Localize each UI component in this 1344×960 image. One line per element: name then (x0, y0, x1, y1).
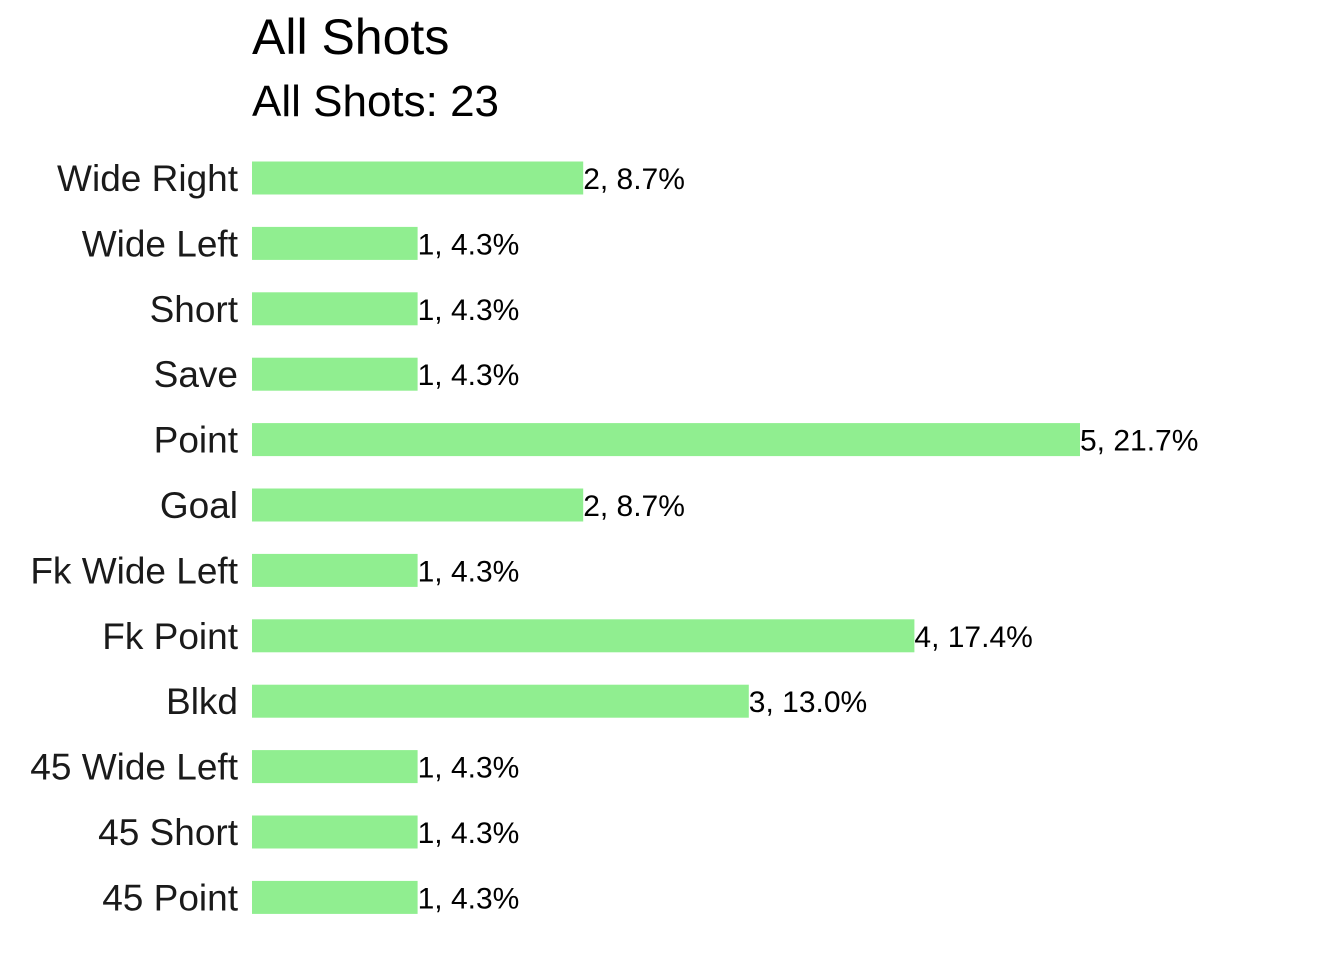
data-label: 1, 4.3% (418, 359, 520, 392)
category-label: 45 Short (98, 812, 239, 853)
bar (252, 684, 749, 718)
category-label: Wide Left (82, 223, 239, 264)
bar (252, 619, 915, 653)
chart-title: All Shots (252, 9, 449, 65)
category-label: 45 Wide Left (30, 747, 238, 788)
data-labels-layer: 2, 8.7% 1, 4.3% 1, 4.3% 1, 4.3% 5, 21.7% 2, 8… (418, 163, 1199, 915)
bars-layer (252, 161, 1080, 914)
data-label: 3, 13.0% (749, 686, 867, 719)
category-label: Blkd (166, 681, 238, 722)
data-label: 1, 4.3% (418, 752, 520, 785)
data-label: 1, 4.3% (418, 882, 520, 915)
category-label: Fk Point (102, 616, 238, 657)
category-labels-layer: Wide Right Wide Left Short Save Point Goal Fk … (30, 158, 238, 918)
data-label: 5, 21.7% (1080, 425, 1198, 458)
chart-subtitle: All Shots: 23 (252, 77, 499, 126)
bar (252, 815, 418, 849)
category-label: Goal (160, 485, 238, 526)
bar (252, 488, 584, 522)
category-label: Fk Wide Left (30, 550, 238, 591)
bar (252, 226, 418, 260)
data-label: 2, 8.7% (583, 163, 685, 196)
data-label: 2, 8.7% (583, 490, 685, 523)
data-label: 1, 4.3% (418, 228, 520, 261)
bar (252, 292, 418, 326)
bar (252, 357, 418, 391)
category-label: Point (154, 420, 239, 461)
category-label: Save (154, 354, 238, 395)
bar (252, 750, 418, 784)
bar (252, 880, 418, 914)
bar (252, 553, 418, 587)
category-label: Short (150, 289, 239, 330)
data-label: 4, 17.4% (914, 621, 1032, 654)
data-label: 1, 4.3% (418, 817, 520, 850)
bar (252, 423, 1080, 457)
data-label: 1, 4.3% (418, 555, 520, 588)
bar (252, 161, 584, 195)
category-label: Wide Right (57, 158, 239, 199)
category-label: 45 Point (102, 877, 238, 918)
data-label: 1, 4.3% (418, 294, 520, 327)
